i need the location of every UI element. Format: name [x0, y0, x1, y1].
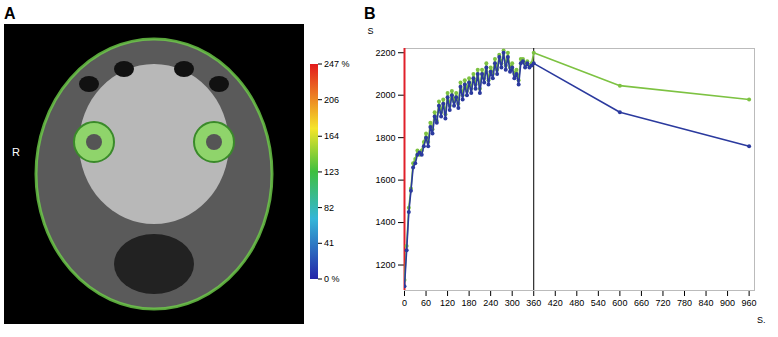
svg-text:300: 300 — [505, 298, 520, 308]
svg-text:120: 120 — [440, 298, 455, 308]
svg-text:900: 900 — [720, 298, 735, 308]
svg-text:2000: 2000 — [375, 90, 395, 100]
svg-text:1600: 1600 — [375, 175, 395, 185]
svg-text:247 %: 247 % — [324, 59, 350, 69]
svg-text:60: 60 — [421, 298, 431, 308]
svg-text:600: 600 — [612, 298, 627, 308]
svg-text:1800: 1800 — [375, 133, 395, 143]
svg-text:R: R — [12, 146, 20, 158]
svg-text:180: 180 — [462, 298, 477, 308]
svg-text:780: 780 — [677, 298, 692, 308]
svg-text:123: 123 — [324, 167, 339, 177]
svg-text:840: 840 — [699, 298, 714, 308]
svg-text:164: 164 — [324, 131, 339, 141]
svg-text:0: 0 — [402, 298, 407, 308]
svg-text:720: 720 — [655, 298, 670, 308]
svg-text:540: 540 — [591, 298, 606, 308]
svg-text:82: 82 — [324, 203, 334, 213]
svg-text:240: 240 — [483, 298, 498, 308]
svg-text:1400: 1400 — [375, 217, 395, 227]
svg-text:660: 660 — [634, 298, 649, 308]
svg-text:0 %: 0 % — [324, 274, 340, 284]
svg-text:420: 420 — [548, 298, 563, 308]
svg-text:S: S — [368, 26, 374, 36]
svg-text:41: 41 — [324, 238, 334, 248]
svg-text:1200: 1200 — [375, 260, 395, 270]
svg-text:960: 960 — [742, 298, 757, 308]
svg-text:2200: 2200 — [375, 48, 395, 58]
svg-text:S.: S. — [757, 315, 766, 325]
svg-text:480: 480 — [569, 298, 584, 308]
svg-text:206: 206 — [324, 95, 339, 105]
svg-text:360: 360 — [526, 298, 541, 308]
html-text:A: A — [4, 5, 16, 22]
html-text:B: B — [364, 5, 376, 22]
